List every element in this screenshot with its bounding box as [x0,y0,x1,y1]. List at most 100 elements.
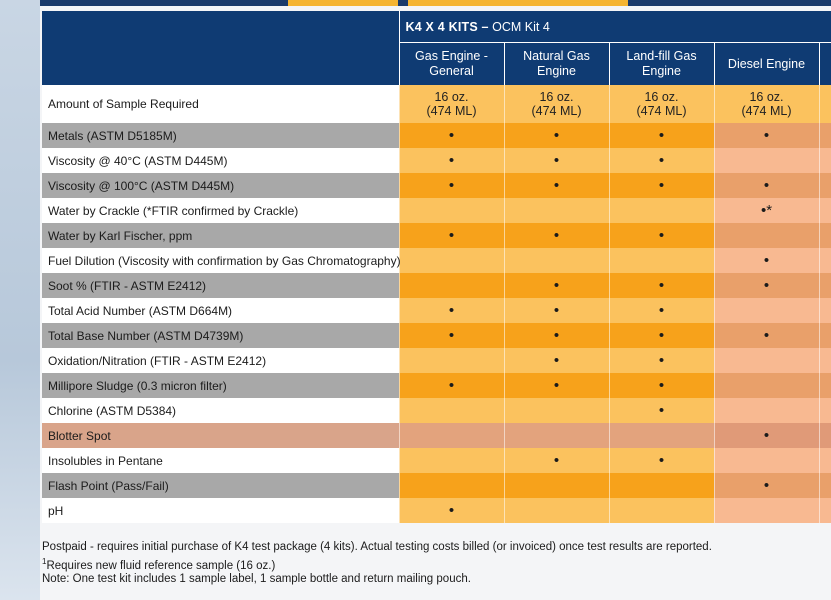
test-label: Oxidation/Nitration (FTIR - ASTM E2412) [42,348,399,373]
table-row: Water by Crackle (*FTIR confirmed by Cra… [42,198,831,223]
test-cell: • [713,273,819,298]
test-cell [608,423,714,448]
test-label: Chlorine (ASTM D5384) [42,398,399,423]
test-cell [398,398,504,423]
test-cell: • [713,173,819,198]
test-cell: • [608,123,714,148]
included-mark: • [658,151,665,169]
kit-header-row: K4 X 4 KITS – OCM Kit 4 [42,11,831,43]
included-mark: • [763,476,770,494]
included-mark: • [658,351,665,369]
amount-value: 16 oz. (474 ML) [503,85,609,123]
test-cell: •* [713,198,819,223]
test-cell [713,298,819,323]
test-label: Water by Karl Fischer, ppm [42,223,399,248]
amount-row: Amount of Sample Required 16 oz. (474 ML… [42,85,831,123]
test-label: Soot % (FTIR - ASTM E2412) [42,273,399,298]
test-cell [398,273,504,298]
amount-value: 16 oz. (474 ML) [713,85,819,123]
included-mark: • [763,176,770,194]
kit-title: K4 X 4 KITS – OCM Kit 4 [398,11,831,43]
column-header-blank [42,42,399,85]
test-cell: • [398,373,504,398]
footnote-mark: 1 [42,556,47,566]
included-mark: • [553,276,560,294]
test-cell [608,498,714,523]
test-label: Metals (ASTM D5185M) [42,123,399,148]
amount-value: 16 oz. (474 ML) [608,85,714,123]
test-cell: • [608,273,714,298]
test-cell: • [608,323,714,348]
included-mark: • [448,376,455,394]
table-row: Total Acid Number (ASTM D664M) • • • [42,298,831,323]
test-label: Flash Point (Pass/Fail) [42,473,399,498]
test-cell [503,248,609,273]
amount-label: Amount of Sample Required [42,85,399,123]
table-row: Viscosity @ 100°C (ASTM D445M) • • • • [42,173,831,198]
test-cell [713,148,819,173]
test-cell-extra [818,123,831,148]
test-label: Total Base Number (ASTM D4739M) [42,323,399,348]
included-mark: • [658,326,665,344]
top-strip [40,0,831,6]
included-mark: • [553,151,560,169]
test-cell: • [503,448,609,473]
test-cell: • [503,298,609,323]
test-cell [398,448,504,473]
test-cell: • [398,148,504,173]
column-header: Land-fill Gas Engine [608,42,714,85]
table-row: pH • [42,498,831,523]
test-label: Total Acid Number (ASTM D664M) [42,298,399,323]
test-cell: • [398,173,504,198]
included-mark: • [658,176,665,194]
test-label: pH [42,498,399,523]
test-cell [503,498,609,523]
test-cell: • [503,273,609,298]
table-row: Insolubles in Pentane • • [42,448,831,473]
footnote-postpaid: Postpaid - requires initial purchase of … [42,541,712,553]
test-label: Millipore Sludge (0.3 micron filter) [42,373,399,398]
included-mark: • [448,326,455,344]
footnote-reference-text: Requires new fluid reference sample (16 … [46,559,276,572]
column-header-row: Gas Engine - General Natural Gas Engine … [42,42,831,85]
test-cell: • [398,498,504,523]
test-cell: • [503,148,609,173]
test-cell [503,198,609,223]
included-mark: • [553,351,560,369]
table-row: Water by Karl Fischer, ppm • • • [42,223,831,248]
included-mark: • [763,126,770,144]
top-strip-accent [408,0,628,6]
table-row: Viscosity @ 40°C (ASTM D445M) • • • [42,148,831,173]
table-row: Blotter Spot • [42,423,831,448]
oil-analysis-table: K4 X 4 KITS – OCM Kit 4 Gas Engine - Gen… [42,11,831,523]
included-mark: • [553,226,560,244]
test-cell: • [503,373,609,398]
table-row: Metals (ASTM D5185M) • • • • [42,123,831,148]
column-header: Natural Gas Engine [503,42,609,85]
included-mark: • [658,276,665,294]
test-cell [398,423,504,448]
test-cell: • [713,473,819,498]
test-cell [608,473,714,498]
test-cell-extra [818,173,831,198]
test-cell-extra [818,373,831,398]
test-cell: • [608,223,714,248]
test-cell: • [503,348,609,373]
test-cell [713,448,819,473]
test-cell [398,248,504,273]
included-mark: • [658,126,665,144]
included-mark: • [448,151,455,169]
column-header-extra [818,42,831,85]
test-cell-extra [818,248,831,273]
test-cell-extra [818,398,831,423]
test-cell: • [503,223,609,248]
table-row: Oxidation/Nitration (FTIR - ASTM E2412) •… [42,348,831,373]
table-row: Millipore Sludge (0.3 micron filter) • • • [42,373,831,398]
test-cell [713,398,819,423]
test-cell: • [608,348,714,373]
test-cell-extra [818,348,831,373]
included-mark: • [448,176,455,194]
table-row: Flash Point (Pass/Fail) • [42,473,831,498]
included-mark: • [448,126,455,144]
test-cell [503,473,609,498]
